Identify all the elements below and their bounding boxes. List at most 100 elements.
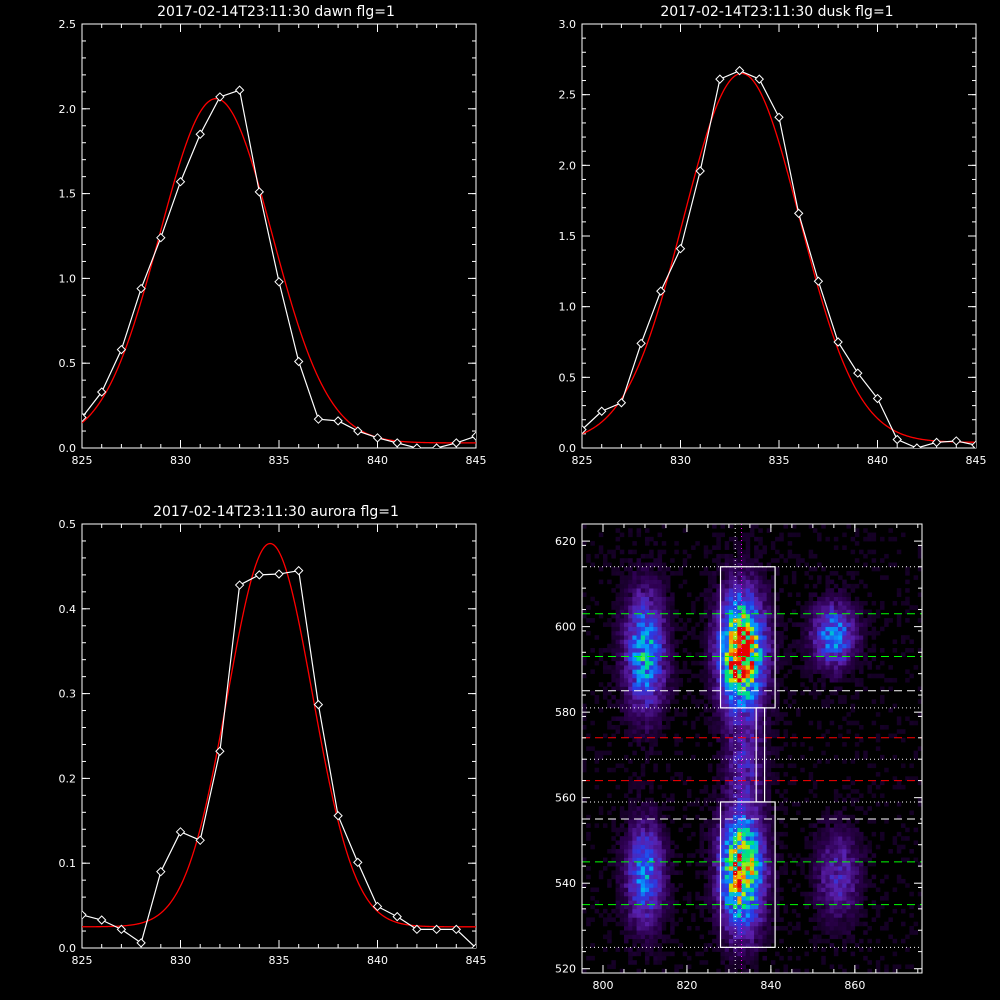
heatmap-cell — [821, 861, 826, 867]
heatmap-cell — [733, 848, 738, 854]
heatmap-cell — [728, 733, 734, 739]
heatmap-cell — [896, 549, 902, 555]
heatmap-cell — [712, 848, 717, 854]
heatmap-cell — [703, 695, 709, 700]
heatmap-cell — [770, 848, 776, 854]
heatmap-cell — [590, 943, 595, 948]
heatmap-cell — [800, 643, 805, 649]
heatmap-cell — [661, 695, 667, 700]
heatmap-cell — [632, 716, 637, 722]
heatmap-cell — [615, 908, 621, 914]
heatmap-cell — [661, 635, 667, 640]
heatmap-cell — [762, 900, 767, 905]
heatmap-cell — [842, 630, 847, 636]
heatmap-cell — [808, 656, 814, 662]
heatmap-cell — [728, 951, 734, 957]
heatmap-cell — [854, 605, 860, 610]
heatmap-cell — [762, 938, 767, 944]
heatmap-cell — [644, 733, 650, 739]
heatmap-cell — [859, 665, 864, 670]
heatmap-cell — [724, 639, 730, 645]
heatmap-cell — [632, 951, 637, 957]
heatmap-cell — [846, 592, 851, 597]
heatmap-cell — [770, 575, 776, 580]
heatmap-cell — [741, 707, 747, 713]
heatmap-cell — [707, 896, 713, 901]
heatmap-cell — [632, 836, 637, 841]
heatmap-cell — [833, 947, 839, 952]
heatmap-cell — [905, 571, 910, 576]
heatmap-cell — [674, 549, 679, 555]
heatmap-cell — [707, 613, 713, 619]
heatmap-cell — [649, 566, 654, 572]
heatmap-cell — [817, 891, 822, 897]
heatmap-cell — [644, 566, 650, 572]
heatmap-cell — [745, 639, 751, 645]
heatmap-cell — [686, 853, 692, 858]
heatmap-cell — [812, 566, 818, 572]
heatmap-cell — [896, 801, 902, 807]
heatmap-cell — [670, 819, 675, 824]
heatmap-cell — [745, 720, 751, 726]
heatmap-cell — [733, 660, 738, 666]
heatmap-cell — [875, 630, 881, 636]
heatmap-cell — [657, 784, 663, 790]
heatmap-cell — [762, 921, 767, 927]
heatmap-cell — [733, 767, 738, 773]
heatmap-cell — [762, 866, 767, 871]
heatmap-cell — [775, 682, 780, 687]
heatmap-cell — [880, 605, 885, 610]
panel-dusk-data-point — [813, 276, 824, 286]
heatmap-cell — [766, 763, 772, 769]
heatmap-cell — [712, 733, 717, 739]
heatmap-cell — [779, 866, 784, 871]
heatmap-cell — [602, 622, 608, 627]
heatmap-cell — [737, 900, 742, 905]
heatmap-cell — [665, 648, 671, 653]
heatmap-cell — [720, 571, 726, 576]
heatmap-cell — [766, 810, 772, 816]
heatmap-cell — [754, 870, 759, 875]
heatmap-cell — [779, 682, 784, 687]
heatmap-cell — [871, 558, 877, 563]
heatmap-cell — [699, 896, 705, 901]
heatmap-cell — [770, 883, 776, 888]
heatmap-cell — [854, 878, 860, 884]
heatmap-cell — [628, 622, 633, 627]
heatmap-cell — [846, 831, 851, 837]
heatmap-cell — [909, 720, 914, 726]
heatmap-cell — [758, 690, 763, 696]
heatmap-cell — [766, 780, 772, 786]
heatmap-cell — [636, 528, 642, 533]
heatmap-cell — [657, 900, 663, 905]
heatmap-cell — [745, 951, 751, 957]
heatmap-cell — [640, 814, 646, 820]
heatmap-cell — [720, 592, 726, 597]
heatmap-cell — [716, 797, 721, 803]
heatmap-xtick-label: 860 — [844, 979, 865, 992]
heatmap-cell — [859, 737, 864, 743]
heatmap-cell — [665, 831, 671, 837]
heatmap-cell — [766, 737, 772, 743]
heatmap-cell — [636, 605, 642, 610]
heatmap-cell — [762, 609, 767, 615]
heatmap-cell — [653, 588, 658, 593]
heatmap-cell — [703, 857, 709, 863]
heatmap-cell — [615, 682, 621, 687]
heatmap-cell — [821, 878, 826, 884]
heatmap-cell — [661, 917, 667, 922]
heatmap-cell — [644, 900, 650, 905]
heatmap-cell — [724, 558, 730, 563]
heatmap-cell — [644, 695, 650, 700]
heatmap-cell — [720, 682, 726, 687]
heatmap-cell — [632, 549, 637, 555]
heatmap-cell — [615, 921, 621, 927]
heatmap-cell — [901, 784, 906, 790]
heatmap-cell — [653, 934, 658, 940]
panel-aurora-data-point — [431, 924, 442, 935]
heatmap-cell — [775, 652, 780, 657]
heatmap-cell — [745, 776, 751, 781]
heatmap-cell — [712, 643, 717, 649]
heatmap-cell — [846, 571, 851, 576]
heatmap-cell — [749, 528, 755, 533]
